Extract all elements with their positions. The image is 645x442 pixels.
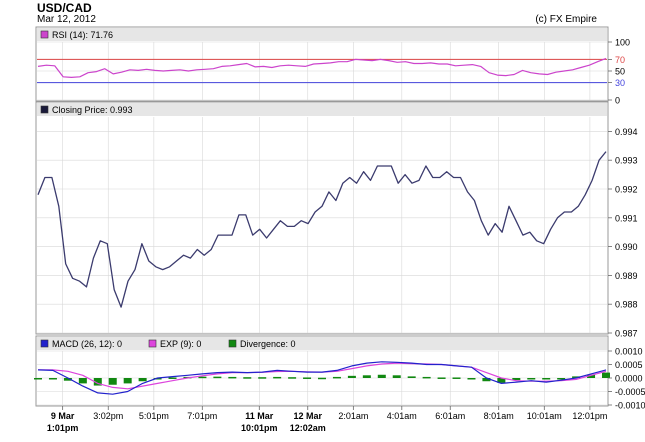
macd-legend-swatch [40,339,49,348]
divergence-bar [78,378,87,384]
exp-legend-swatch [148,339,157,348]
divergence-bar [587,374,596,378]
x-tick-label: 4:01am [387,411,417,421]
price-ytick-label: 0.988 [615,300,638,310]
rsi-ytick-label: 100 [615,38,630,48]
divergence-bar [512,378,521,381]
x-axis: 9 Mar 1:01pm 3:02pm 5:01pm 7:01pm 11 Mar 10:01… [47,406,607,433]
price-ytick-label: 0.992 [615,185,638,195]
divergence-bar [48,378,57,380]
rsi-ytick-label: 50 [615,67,625,77]
divergence-bar [407,376,416,378]
divergence-bar [273,376,282,379]
x-tick-label: 8:01am [484,411,514,421]
macd-ytick-label: -0.0005 [615,387,645,397]
divergence-bar [557,378,566,380]
divergence-bar [572,376,581,378]
rsi-series-line [37,57,607,79]
macd-ytick-label: -0.0010 [615,401,645,411]
price-panel: Closing Price: 0.993 0.994 0.993 0.992 0.99… [35,101,638,339]
divergence-bar [303,377,312,379]
x-tick-label: 10:01am [527,411,562,421]
divergence-legend: Divergence: 0 [240,339,296,349]
x-tick-sublabel: 10:01pm [241,423,278,433]
exp-legend: EXP (9): 0 [160,339,201,349]
price-ytick-label: 0.993 [615,156,638,166]
rsi-legend-swatch [40,30,49,39]
divergence-bar [243,377,252,379]
rsi-ytick-label: 30 [615,78,625,88]
divergence-bar [258,377,267,379]
rsi-panel-header [37,28,607,41]
x-tick-label: 7:01pm [187,411,217,421]
macd-panel: MACD (26, 12): 0 EXP (9): 0 Divergence: … [34,335,645,411]
price-ytick-label: 0.987 [615,329,638,339]
macd-panel-header [37,337,607,350]
chart-credit: (c) FX Empire [535,14,597,25]
closing-price-line [37,151,607,308]
divergence-bar [452,377,461,379]
price-panel-header [37,103,607,116]
macd-ytick-label: 0.0000 [615,374,643,384]
divergence-bar [332,376,341,379]
rsi-ytick-label: 70 [615,55,625,65]
x-tick-label: 3:02pm [93,411,123,421]
divergence-bar [422,376,431,379]
price-legend: Closing Price: 0.993 [52,105,133,115]
x-tick-sublabel: 12:02am [290,423,326,433]
divergence-bar [527,378,536,380]
divergence-bar [437,377,446,379]
divergence-bar [482,378,491,382]
divergence-bar [153,378,162,380]
rsi-legend: RSI (14): 71.76 [52,30,113,40]
price-ytick-label: 0.991 [615,213,638,223]
divergence-bar [392,375,401,378]
divergence-bar [542,378,551,380]
x-tick-label: 12:01pm [572,411,607,421]
divergence-bar [93,378,102,386]
symbol-title: USD/CAD [37,1,92,15]
macd-ytick-label: 0.0010 [615,347,643,357]
divergence-bar [213,376,222,379]
divergence-bar [138,378,147,382]
x-tick-label: 6:01am [435,411,465,421]
x-tick-sublabel: 1:01pm [47,423,79,433]
macd-series-line [37,361,607,395]
price-ytick-label: 0.990 [615,242,638,252]
macd-legend: MACD (26, 12): 0 [52,339,122,349]
price-legend-swatch [40,105,49,114]
divergence-legend-swatch [228,339,237,348]
chart-date: Mar 12, 2012 [37,14,96,25]
divergence-bar [123,378,132,384]
divergence-bar [602,372,610,378]
divergence-bar [497,378,506,383]
x-tick-label: 2:01am [338,411,368,421]
divergence-bar [168,377,177,379]
divergence-bar [198,376,207,379]
x-tick-label: 12 Mar [293,411,322,421]
divergence-bar [288,377,297,379]
divergence-bar [377,374,386,378]
x-tick-label: 5:01pm [139,411,169,421]
divergence-bar [467,378,476,380]
divergence-bar [362,375,371,378]
divergence-bar [318,377,326,380]
rsi-ytick-label: 0 [615,96,620,106]
x-tick-label: 11 Mar [245,411,274,421]
x-tick-label: 9 Mar [51,411,75,421]
divergence-bar [108,378,117,385]
divergence-bar [228,376,237,379]
macd-ytick-label: 0.0005 [615,360,643,370]
divergence-bar [34,378,42,380]
divergence-bar [63,378,72,381]
divergence-bar [347,375,356,378]
price-ytick-label: 0.989 [615,271,638,281]
price-ytick-label: 0.994 [615,127,638,137]
